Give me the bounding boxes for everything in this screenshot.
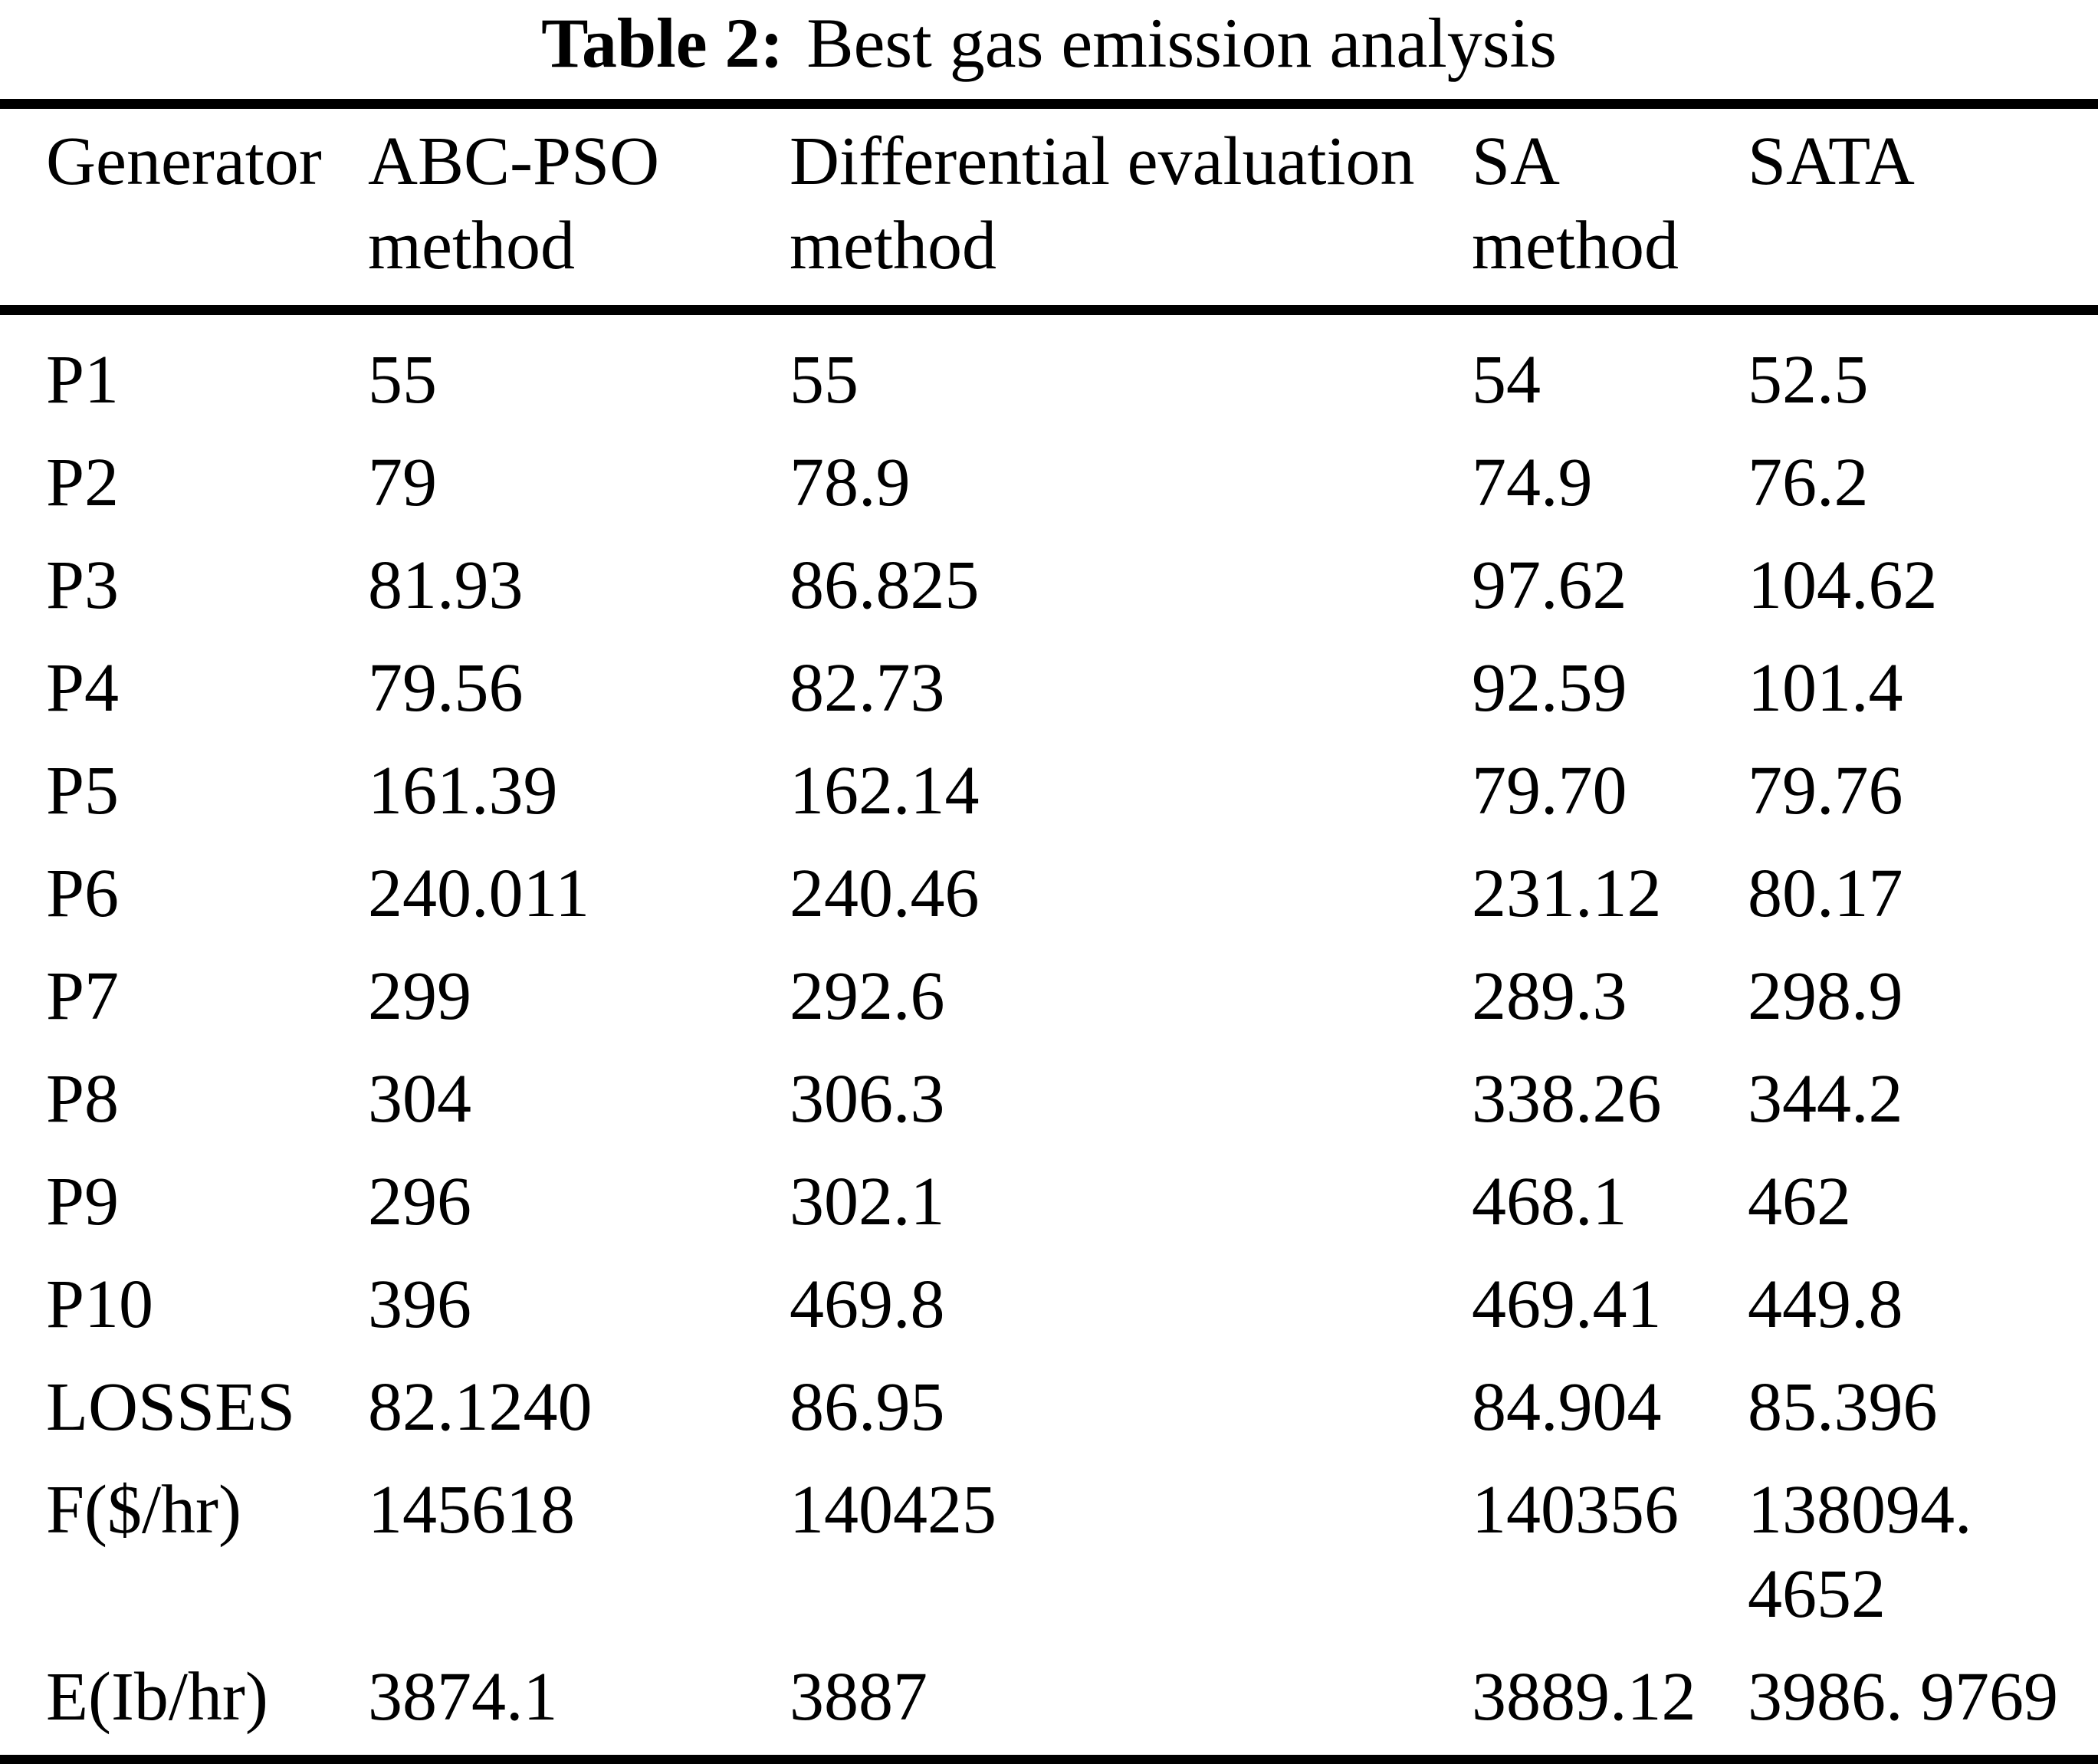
- header-row: Generator ABC-PSO method Differential ev…: [0, 103, 2098, 315]
- cell-differential: 306.3: [790, 1061, 945, 1137]
- table-row-p2: P2 79 78.9 74.9 76.2: [0, 432, 2098, 534]
- table-row-p6: P6 240.011 240.46 231.12 80.17: [0, 843, 2098, 945]
- cell-sata: 101.4: [1748, 650, 1903, 726]
- table-row-fuel-cost: F($/hr) 145618 140425 140356 138094. 465…: [0, 1459, 2098, 1646]
- cell-sa: 54: [1472, 342, 1541, 418]
- cell-abc-pso: 81.93: [368, 547, 524, 623]
- cell-differential: 140425: [790, 1472, 996, 1548]
- cell-sa: 97.62: [1472, 547, 1627, 623]
- cell-differential: 55: [790, 342, 859, 418]
- table-row-p3: P3 81.93 86.825 97.62 104.62: [0, 534, 2098, 637]
- cell-abc-pso: 296: [368, 1164, 471, 1240]
- cell-sata: 344.2: [1748, 1061, 1903, 1137]
- cell-sata: 104.62: [1748, 547, 1938, 623]
- row-label: F($/hr): [46, 1472, 241, 1548]
- column-header-sa-method: SA method: [1472, 103, 1748, 315]
- header-line1: Generator: [46, 123, 322, 199]
- cell-abc-pso: 396: [368, 1266, 471, 1342]
- cell-sata: 76.2: [1748, 445, 1869, 521]
- cell-differential: 86.825: [790, 547, 980, 623]
- cell-differential: 82.73: [790, 650, 945, 726]
- cell-abc-pso: 299: [368, 958, 471, 1034]
- row-label: P4: [46, 650, 120, 726]
- cell-differential: 86.95: [790, 1369, 945, 1445]
- cell-sata: 85.396: [1748, 1369, 1938, 1445]
- cell-abc-pso: 161.39: [368, 753, 558, 829]
- cell-sa: 92.59: [1472, 650, 1627, 726]
- cell-abc-pso: 240.011: [368, 856, 590, 931]
- column-header-sata: SATA: [1748, 103, 2098, 315]
- cell-sata: 3986. 9769: [1748, 1659, 2058, 1735]
- table-title-text: Best gas emission analysis: [806, 4, 1557, 82]
- cell-abc-pso: 3874.1: [368, 1659, 558, 1735]
- row-label: P3: [46, 547, 120, 623]
- cell-abc-pso: 304: [368, 1061, 471, 1137]
- cell-differential: 78.9: [790, 445, 911, 521]
- header-line1: Differential evaluation: [790, 123, 1415, 199]
- table-number-label: Table 2:: [541, 4, 784, 82]
- cell-sa: 338.26: [1472, 1061, 1662, 1137]
- cell-abc-pso: 82.1240: [368, 1369, 593, 1445]
- header-line1: SATA: [1748, 123, 1915, 199]
- cell-sa: 84.904: [1472, 1369, 1662, 1445]
- header-line2: method: [368, 208, 575, 284]
- row-label: LOSSES: [46, 1369, 296, 1445]
- cell-sa: 469.41: [1472, 1266, 1662, 1342]
- cell-sata: 449.8: [1748, 1266, 1903, 1342]
- cell-sa: 231.12: [1472, 856, 1662, 931]
- table-row-losses: LOSSES 82.1240 86.95 84.904 85.396: [0, 1356, 2098, 1459]
- row-label: E(Ib/hr): [46, 1659, 268, 1735]
- table-row-emission: E(Ib/hr) 3874.1 3887 3889.12 3986. 9769: [0, 1646, 2098, 1762]
- table-row-p10: P10 396 469.8 469.41 449.8: [0, 1253, 2098, 1356]
- cell-sata: 138094. 4652: [1748, 1472, 1972, 1632]
- table-row-p7: P7 299 292.6 289.3 298.9: [0, 945, 2098, 1048]
- cell-sa: 74.9: [1472, 445, 1593, 521]
- cell-sata: 462: [1748, 1164, 1851, 1240]
- cell-differential: 162.14: [790, 753, 980, 829]
- table-row-p9: P9 296 302.1 468.1 462: [0, 1151, 2098, 1253]
- cell-sata: 79.76: [1748, 753, 1903, 829]
- row-label: P7: [46, 958, 120, 1034]
- table-row-p1: P1 55 55 54 52.5: [0, 310, 2098, 432]
- row-label: P9: [46, 1164, 120, 1240]
- cell-sa: 289.3: [1472, 958, 1627, 1034]
- cell-differential: 469.8: [790, 1266, 945, 1342]
- cell-sata: 52.5: [1748, 342, 1869, 418]
- header-line1: ABC-PSO: [368, 123, 660, 199]
- cell-sata: 298.9: [1748, 958, 1903, 1034]
- cell-sata: 80.17: [1748, 856, 1903, 931]
- cell-differential: 292.6: [790, 958, 945, 1034]
- cell-sa: 79.70: [1472, 753, 1627, 829]
- cell-differential: 240.46: [790, 856, 980, 931]
- cell-sa: 140356: [1472, 1472, 1679, 1548]
- row-label: P2: [46, 445, 120, 521]
- cell-abc-pso: 79: [368, 445, 437, 521]
- row-label: P5: [46, 753, 120, 829]
- cell-differential: 302.1: [790, 1164, 945, 1240]
- table-row-p5: P5 161.39 162.14 79.70 79.76: [0, 740, 2098, 843]
- cell-abc-pso: 145618: [368, 1472, 575, 1548]
- cell-sa: 468.1: [1472, 1164, 1627, 1240]
- column-header-generator: Generator: [0, 103, 368, 315]
- cell-differential: 3887: [790, 1659, 928, 1735]
- row-label: P6: [46, 856, 120, 931]
- table-row-p4: P4 79.56 82.73 92.59 101.4: [0, 637, 2098, 740]
- table-row-p8: P8 304 306.3 338.26 344.2: [0, 1048, 2098, 1151]
- cell-abc-pso: 79.56: [368, 650, 524, 726]
- table-caption: Table 2: Best gas emission analysis: [0, 0, 2098, 99]
- header-line2: method: [790, 208, 996, 284]
- header-line2: method: [1472, 208, 1679, 284]
- cell-sa: 3889.12: [1472, 1659, 1696, 1735]
- gas-emission-table: Generator ABC-PSO method Differential ev…: [0, 99, 2098, 1764]
- row-label: P10: [46, 1266, 154, 1342]
- column-header-abc-pso-method: ABC-PSO method: [368, 103, 790, 315]
- cell-abc-pso: 55: [368, 342, 437, 418]
- row-label: P8: [46, 1061, 120, 1137]
- header-line1: SA: [1472, 123, 1561, 199]
- row-label: P1: [46, 342, 120, 418]
- column-header-differential-evaluation-method: Differential evaluation method: [790, 103, 1472, 315]
